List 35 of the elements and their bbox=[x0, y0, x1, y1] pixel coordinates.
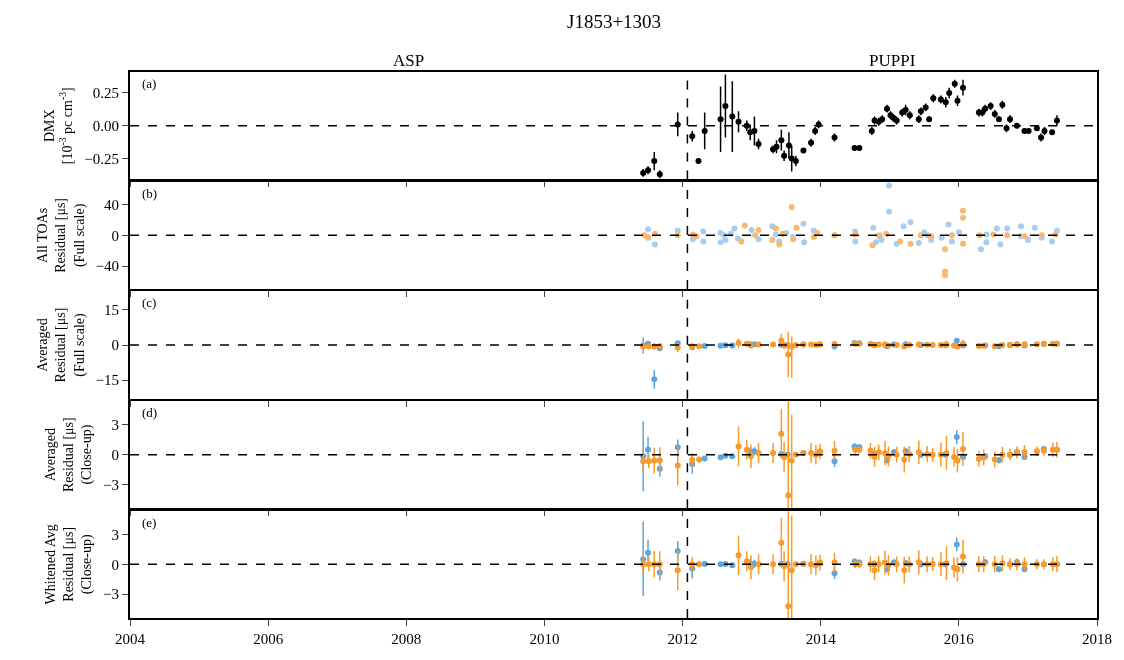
annotation: (d) bbox=[142, 405, 158, 420]
y-tick-label: 3 bbox=[111, 417, 119, 434]
text: ASP bbox=[393, 51, 425, 70]
x-tick-label: 2004 bbox=[115, 631, 146, 647]
y-tick-label: 0.00 bbox=[92, 117, 119, 134]
y-tick-label: 3 bbox=[111, 526, 119, 543]
x-tick-label: 2006 bbox=[253, 631, 284, 647]
y-axis-title: Averaged Residual [μs] (Close-up) bbox=[42, 417, 96, 493]
x-tick-label: 2012 bbox=[667, 631, 698, 647]
y-tick-label: 0 bbox=[111, 337, 119, 354]
y-tick-label: −40 bbox=[95, 258, 119, 275]
y-tick-label: −3 bbox=[103, 586, 119, 603]
y-tick-label: 40 bbox=[104, 196, 119, 213]
x-tick-label: 2010 bbox=[529, 631, 560, 647]
annotation: (a) bbox=[142, 76, 157, 91]
y-tick-label: 0 bbox=[111, 446, 119, 463]
y-axis-title: All TOAs Residual [μs] (Full scale) bbox=[35, 197, 88, 273]
annotation: (b) bbox=[142, 186, 158, 201]
y-tick-label: 0 bbox=[111, 556, 119, 573]
y-tick-label: −0.25 bbox=[84, 150, 119, 167]
y-axis-title: Averaged Residual [μs] (Full scale) bbox=[35, 307, 88, 383]
y-tick-label: −15 bbox=[95, 372, 119, 389]
y-tick-label: 15 bbox=[104, 302, 119, 319]
text: PUPPI bbox=[869, 51, 916, 70]
annotation: (c) bbox=[142, 295, 157, 310]
x-tick-label: 2014 bbox=[805, 631, 837, 647]
annotation: (e) bbox=[142, 515, 157, 530]
x-tick-label: 2016 bbox=[943, 631, 975, 647]
y-axis-title: Whitened Avg Residual [μs] (Close-up) bbox=[42, 524, 96, 605]
y-tick-label: −3 bbox=[103, 476, 119, 493]
x-tick-label: 2008 bbox=[391, 631, 422, 647]
chart-title: J1853+1303 bbox=[567, 11, 662, 32]
y-tick-label: 0.25 bbox=[92, 85, 119, 102]
x-tick-label: 2018 bbox=[1082, 631, 1112, 647]
y-tick-label: 0 bbox=[111, 227, 119, 244]
